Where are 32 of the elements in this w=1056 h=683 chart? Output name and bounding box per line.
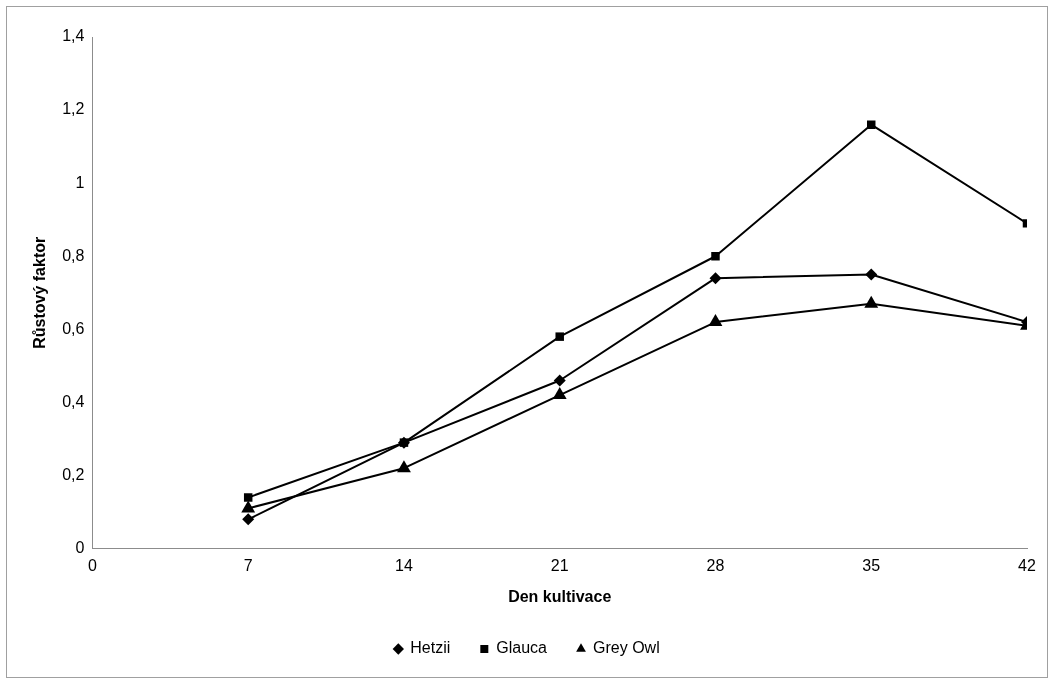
point	[711, 252, 720, 261]
y-tick-label: 0,6	[62, 319, 85, 337]
legend-label: Glauca	[496, 639, 548, 657]
x-tick-label: 7	[243, 556, 253, 574]
legend-label: Hetzii	[410, 639, 451, 657]
point	[867, 120, 876, 129]
point	[553, 374, 566, 387]
y-tick-label: 0,2	[62, 465, 85, 483]
y-tick-label: 1,4	[62, 27, 85, 45]
point	[242, 513, 255, 526]
x-tick-label: 14	[395, 556, 413, 574]
point	[243, 493, 253, 502]
x-tick-label: 42	[1018, 556, 1036, 574]
x-tick-label: 21	[550, 556, 569, 574]
point	[241, 500, 256, 513]
y-tick-label: 1,2	[62, 100, 85, 118]
point	[397, 460, 411, 473]
point	[555, 332, 564, 341]
point	[708, 314, 723, 327]
point	[865, 268, 878, 281]
y-tick-label: 1	[75, 173, 85, 191]
x-tick-label: 35	[862, 556, 881, 574]
legend-label: Grey Owl	[593, 639, 660, 657]
point	[709, 272, 722, 285]
x-tick-label: 28	[706, 556, 725, 574]
y-tick-label: 0,4	[62, 392, 85, 410]
y-tick-label: 0	[75, 539, 85, 557]
y-axis-title: Růstový faktor	[31, 236, 49, 349]
point	[552, 387, 567, 400]
x-tick-label: 0	[87, 556, 97, 574]
y-tick-label: 0,8	[62, 246, 85, 264]
x-axis-title: Den kultivace	[508, 587, 612, 605]
